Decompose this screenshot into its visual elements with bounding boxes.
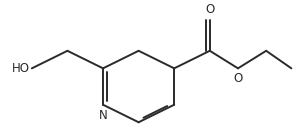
Text: HO: HO	[12, 62, 30, 75]
Text: O: O	[205, 3, 215, 16]
Text: N: N	[99, 109, 107, 122]
Text: O: O	[233, 72, 243, 85]
